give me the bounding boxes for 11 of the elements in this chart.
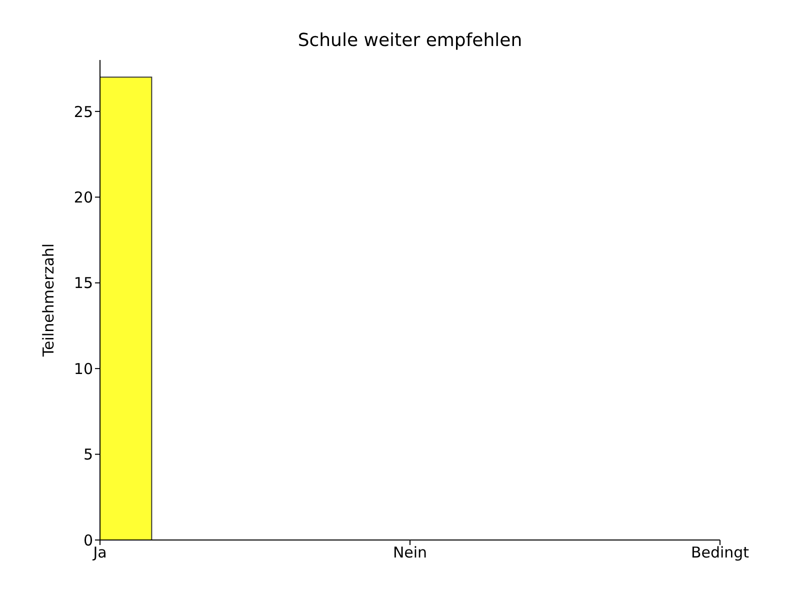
y-tick-label: 10 <box>74 360 93 378</box>
x-tick-label: Bedingt <box>690 544 750 562</box>
y-tick-label: 25 <box>74 102 93 121</box>
y-axis-title: Teilnehmerzahl <box>39 243 58 358</box>
x-tick-label: Nein <box>392 544 428 562</box>
y-tick-label: 5 <box>83 446 93 464</box>
y-tick-label: 15 <box>74 274 93 292</box>
x-tick-label: Ja <box>92 544 107 562</box>
y-tick-label: 0 <box>83 531 93 550</box>
chart-title: Schule weiter empfehlen <box>296 30 524 51</box>
y-tick-label: 20 <box>74 188 93 206</box>
